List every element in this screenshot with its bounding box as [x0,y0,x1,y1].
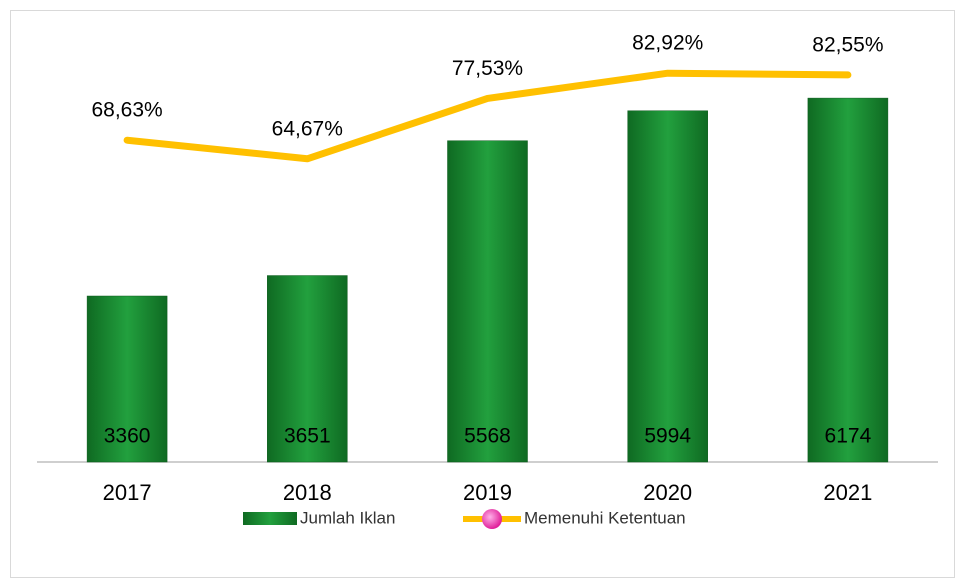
legend: Jumlah Iklan Memenuhi Ketentuan [243,508,686,529]
line [123,69,852,163]
data-label: 82,92% [632,32,703,55]
bar [627,110,708,463]
data-label: 3360 [104,425,151,448]
data-label: 77,53% [452,57,523,80]
data-label: 5568 [464,425,511,448]
legend-label: Memenuhi Ketentuan [524,508,686,527]
data-label: 6174 [825,425,872,448]
bar [86,295,168,463]
bar [267,275,348,463]
legend-label: Jumlah Iklan [300,508,395,527]
bar [807,97,889,463]
data-label: 64,67% [272,117,343,140]
data-label: 3651 [284,425,331,448]
data-label: 5994 [644,425,691,448]
legend-swatch [243,512,297,525]
x-tick-label: 2020 [643,480,692,505]
x-tick-label: 2017 [103,480,152,505]
x-tick-label: 2021 [823,480,872,505]
x-tick-label: 2018 [283,480,332,505]
bar [447,140,528,463]
data-label: 82,55% [812,33,883,56]
legend-marker [482,509,502,529]
data-label: 68,63% [91,99,162,122]
x-tick-label: 2019 [463,480,512,505]
